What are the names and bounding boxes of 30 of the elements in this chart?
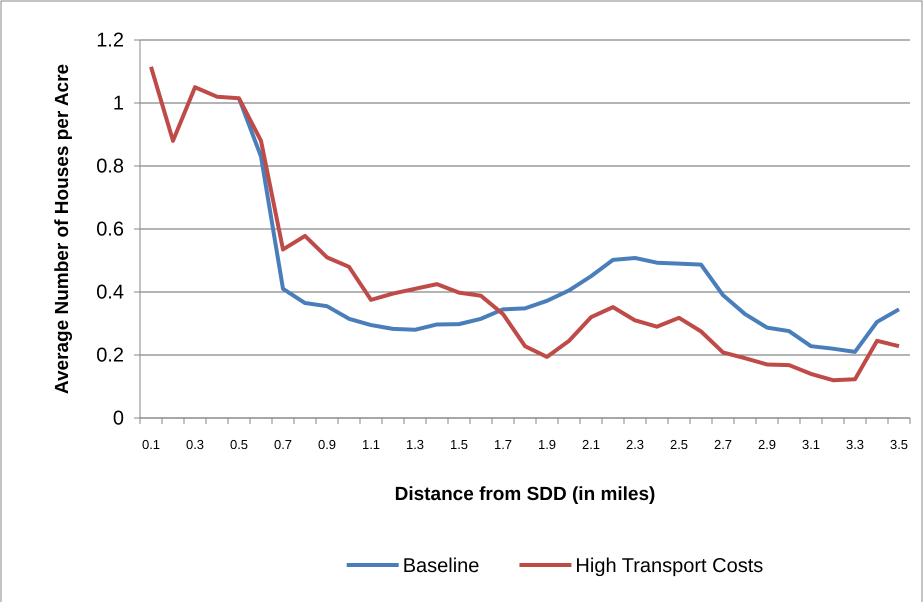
- x-tick-label: 1.5: [450, 437, 468, 452]
- x-tick-label: 0.5: [230, 437, 248, 452]
- x-tick-label: 1.7: [494, 437, 512, 452]
- y-tick-label: 0.2: [96, 344, 124, 366]
- x-tick-label: 1.3: [406, 437, 424, 452]
- x-tick-label: 0.1: [142, 437, 160, 452]
- line-series: [149, 64, 901, 382]
- x-tick-label: 2.9: [758, 437, 776, 452]
- x-tick-label: 1.1: [362, 437, 380, 452]
- x-tick-label: 2.3: [626, 437, 644, 452]
- y-tick-label: 1: [112, 92, 124, 114]
- y-tick-label: 0.8: [96, 155, 124, 178]
- x-tick-label: 2.5: [670, 437, 688, 452]
- y-tick-label: 0.4: [96, 281, 124, 304]
- x-tick-label: 1.9: [538, 437, 556, 452]
- y-axis-title: Average Number of Houses per Acre: [52, 64, 73, 394]
- y-tick-label: 1.2: [96, 29, 124, 52]
- x-tick-label: 2.7: [714, 437, 732, 452]
- y-tick-label: 0: [112, 407, 124, 430]
- x-tick-label: 0.9: [318, 437, 336, 452]
- y-tick-label: 0.6: [96, 218, 124, 240]
- x-tick-label: 3.5: [890, 437, 908, 452]
- x-tick-label: 0.7: [274, 437, 292, 452]
- x-tick-label: 3.1: [802, 437, 820, 452]
- x-tick-label: 3.3: [846, 437, 864, 452]
- legend-label: High Transport Costs: [575, 555, 764, 577]
- x-axis-title: Distance from SDD (in miles): [394, 484, 656, 505]
- legend-label: Baseline: [402, 555, 480, 577]
- x-tick-label: 0.3: [186, 437, 204, 452]
- x-tick-label: 2.1: [582, 437, 600, 452]
